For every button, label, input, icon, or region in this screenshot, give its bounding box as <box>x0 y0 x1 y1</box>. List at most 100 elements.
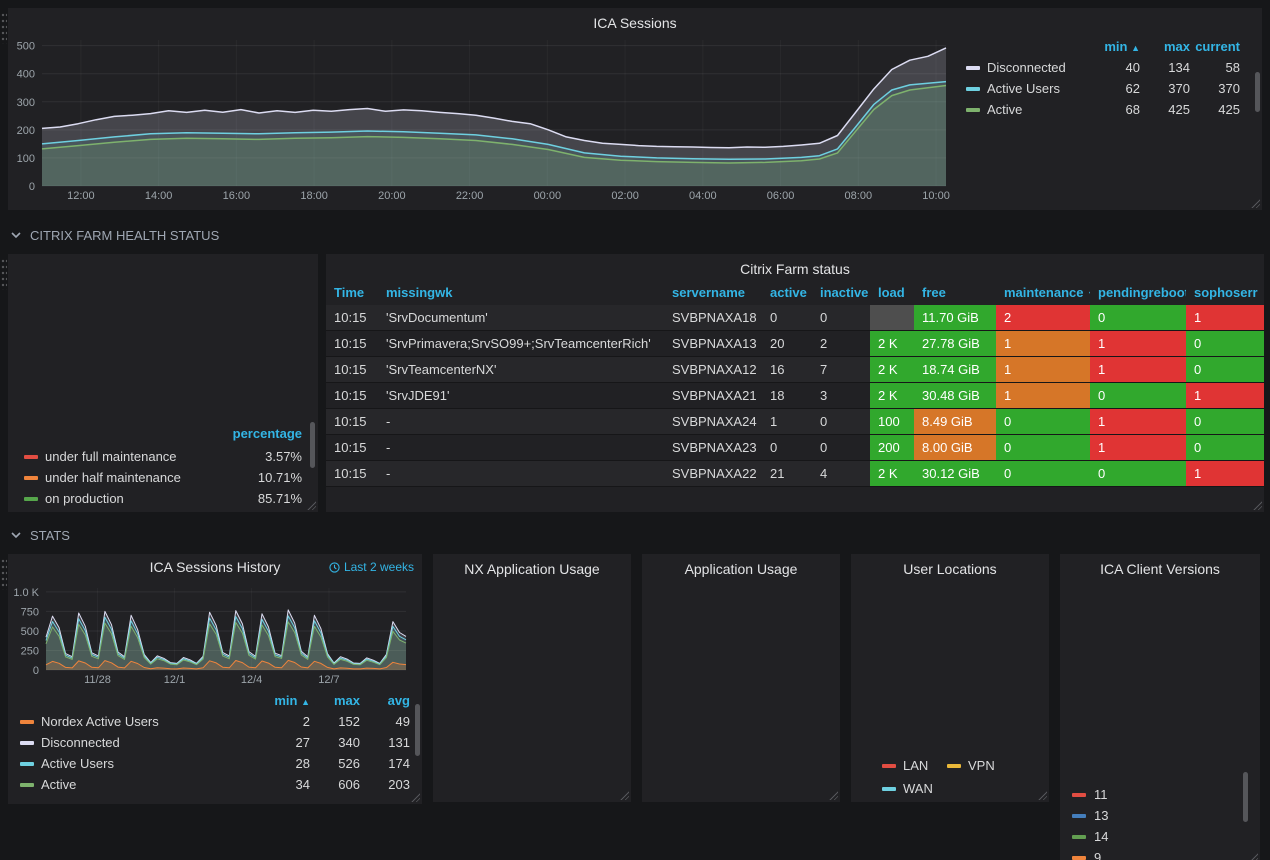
ica-client-versions-donut-chart[interactable] <box>1060 588 1260 758</box>
citrix-health-donut-chart[interactable] <box>8 266 318 416</box>
panel-title-ica-sessions[interactable]: ICA Sessions <box>593 15 677 31</box>
table-cell: 21 <box>762 460 812 487</box>
series-color-dash <box>966 86 980 91</box>
application-usage-donut-chart[interactable] <box>642 590 840 765</box>
legend-series-active-users[interactable]: Active Users 28 526 174 <box>20 753 410 774</box>
table-cell: 2 <box>812 330 870 357</box>
legend-item-9[interactable]: 9 <box>1072 847 1260 860</box>
column-header-missingwk[interactable]: missingwk <box>386 285 453 300</box>
column-header-free[interactable]: free <box>922 285 946 300</box>
table-cell: 0 <box>812 305 870 331</box>
panel-resize-handle[interactable] <box>410 792 420 802</box>
column-header-time[interactable]: Time <box>334 285 365 300</box>
table-cell: 100 <box>870 408 914 435</box>
table-cell: 1 <box>1186 305 1264 331</box>
panel-title-user-locations[interactable]: User Locations <box>903 561 997 577</box>
table-cell: 16 <box>762 356 812 383</box>
table-cell: SVBPNAXA22 <box>664 460 762 487</box>
legend-series-nordex-active-users[interactable]: Nordex Active Users 2 152 49 <box>20 711 410 732</box>
ica-sessions-history-chart[interactable]: 0 250 500 750 1.0 K 11/28 12/1 12/4 12/7 <box>10 582 416 686</box>
table-row: 10:15- SVBPNAXA22 21 4 2 K 30.12 GiB 0 0 1 <box>326 460 1264 487</box>
nx-application-usage-donut-chart[interactable] <box>433 590 631 765</box>
legend-column-avg[interactable]: avg <box>387 693 410 708</box>
legend-item-vpn[interactable]: VPN <box>947 758 1012 773</box>
column-header-sophoserr[interactable]: sophoserr <box>1194 285 1258 300</box>
legend-column-max[interactable]: max <box>1163 39 1190 54</box>
legend-item-on-production[interactable]: on production 85.71% <box>24 488 302 509</box>
panel-title-citrix-farm-status[interactable]: Citrix Farm status <box>740 261 850 277</box>
panel-drag-handle[interactable] <box>1 558 7 590</box>
panel-resize-handle[interactable] <box>1037 790 1047 800</box>
column-header-inactive[interactable]: inactive <box>820 285 869 300</box>
ica-sessions-chart[interactable]: 0 100 200 300 400 500 12:00 14:00 16:00 18:00 20:0… <box>12 34 956 202</box>
legend-item-14[interactable]: 14 <box>1072 826 1260 847</box>
table-cell: SVBPNAXA21 <box>664 382 762 409</box>
ica-sessions-body: 0 100 200 300 400 500 12:00 14:00 16:00 18:00 20:0… <box>8 34 1262 202</box>
legend-item-11[interactable]: 11 <box>1072 784 1260 805</box>
column-header-pendingreboot[interactable]: pendingreboot <box>1098 285 1186 300</box>
svg-text:100: 100 <box>17 153 35 165</box>
row-header-stats[interactable]: STATS <box>10 524 1262 546</box>
svg-text:06:00: 06:00 <box>767 190 795 202</box>
column-header-active[interactable]: active <box>770 285 807 300</box>
table-cell: - <box>378 408 664 435</box>
table-cell: 1 <box>1090 434 1186 461</box>
legend-series-active[interactable]: Active 68 425 425 <box>966 99 1240 120</box>
panel-drag-handle[interactable] <box>1 12 7 44</box>
table-cell: SVBPNAXA23 <box>664 434 762 461</box>
panel-resize-handle[interactable] <box>619 790 629 800</box>
table-row: 10:15- SVBPNAXA24 1 0 100 8.49 GiB 0 1 0 <box>326 408 1264 435</box>
table-cell: SVBPNAXA18 <box>664 305 762 331</box>
legend-scrollbar[interactable] <box>310 422 315 468</box>
panel-resize-handle[interactable] <box>828 790 838 800</box>
panel-title-application-usage[interactable]: Application Usage <box>684 561 798 577</box>
table-cell: 4 <box>812 460 870 487</box>
column-header-load[interactable]: load <box>878 285 905 300</box>
time-range-link[interactable]: Last 2 weeks <box>329 560 414 574</box>
legend-item-under-full-maintenance[interactable]: under full maintenance 3.57% <box>24 446 302 467</box>
panel-nx-application-usage: NX Application Usage <box>433 554 631 802</box>
legend-item-wan[interactable]: WAN <box>882 781 947 796</box>
legend-item-13[interactable]: 13 <box>1072 805 1260 826</box>
table-cell: 0 <box>996 460 1090 487</box>
series-color-dash <box>1072 855 1086 860</box>
legend-series-active-users[interactable]: Active Users 62 370 370 <box>966 78 1240 99</box>
table-cell: 10:15 <box>326 434 378 461</box>
table-cell: 2 <box>996 305 1090 331</box>
table-cell: 2 K <box>870 382 914 409</box>
legend-column-max[interactable]: max <box>333 693 360 708</box>
panel-title-ica-client-versions[interactable]: ICA Client Versions <box>1100 561 1220 577</box>
legend-column-min[interactable]: min ▲ <box>274 693 310 708</box>
user-locations-donut-chart[interactable] <box>851 586 1049 746</box>
legend-series-active[interactable]: Active 34 606 203 <box>20 774 410 795</box>
svg-text:750: 750 <box>21 606 39 618</box>
column-header-servername[interactable]: servername <box>672 285 745 300</box>
table-cell: 1 <box>1090 356 1186 383</box>
legend-item-under-half-maintenance[interactable]: under half maintenance 10.71% <box>24 467 302 488</box>
legend-series-disconnected[interactable]: Disconnected 27 340 131 <box>20 732 410 753</box>
ica-sessions-legend: min ▲ max current Disconnected 40 134 58 Active… <box>956 34 1258 202</box>
legend-column-min[interactable]: min ▲ <box>1104 39 1140 54</box>
panel-title-ica-sessions-history[interactable]: ICA Sessions History <box>149 559 281 575</box>
panel-resize-handle[interactable] <box>1252 500 1262 510</box>
row-header-citrix-farm-health[interactable]: CITRIX FARM HEALTH STATUS <box>10 224 1262 246</box>
panel-title-nx-application-usage[interactable]: NX Application Usage <box>464 561 600 577</box>
table-cell: 0 <box>1186 330 1264 357</box>
panel-drag-handle[interactable] <box>1 258 7 290</box>
legend-header-percentage[interactable]: percentage <box>232 426 302 441</box>
legend-header-row: min ▲ max avg <box>20 690 410 711</box>
legend-item-lan[interactable]: LAN <box>882 758 947 773</box>
legend-column-current[interactable]: current <box>1195 39 1240 54</box>
panel-resize-handle[interactable] <box>1250 198 1260 208</box>
svg-text:16:00: 16:00 <box>223 190 251 202</box>
column-header-maintenance[interactable]: maintenance ▼ <box>1004 285 1090 300</box>
svg-text:11/28: 11/28 <box>84 674 111 686</box>
legend-scrollbar[interactable] <box>415 704 420 756</box>
table-cell: 2 K <box>870 460 914 487</box>
panel-resize-handle[interactable] <box>306 500 316 510</box>
table-cell: 0 <box>996 434 1090 461</box>
legend-series-disconnected[interactable]: Disconnected 40 134 58 <box>966 57 1240 78</box>
table-cell: 20 <box>762 330 812 357</box>
legend-scrollbar[interactable] <box>1255 72 1260 112</box>
legend-scrollbar[interactable] <box>1243 772 1248 822</box>
